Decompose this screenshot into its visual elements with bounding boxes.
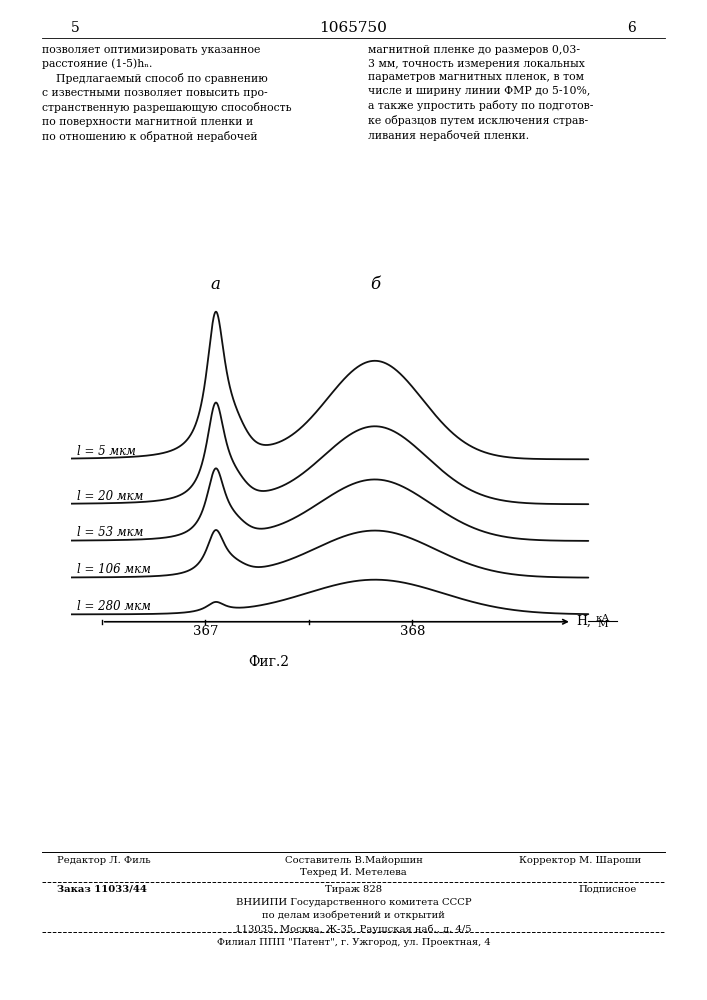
Text: а: а bbox=[211, 276, 221, 293]
Text: М: М bbox=[597, 620, 608, 629]
Text: Заказ 11033/44: Заказ 11033/44 bbox=[57, 885, 146, 894]
Text: 113035, Москва, Ж-35, Раушская наб., д. 4/5: 113035, Москва, Ж-35, Раушская наб., д. … bbox=[235, 924, 472, 934]
Text: Редактор Л. Филь: Редактор Л. Филь bbox=[57, 856, 150, 865]
Text: Составитель В.Майоршин: Составитель В.Майоршин bbox=[284, 856, 423, 865]
Text: l = 53 мкм: l = 53 мкм bbox=[77, 526, 144, 539]
Text: Корректор М. Шароши: Корректор М. Шароши bbox=[519, 856, 641, 865]
Text: l = 20 мкм: l = 20 мкм bbox=[77, 490, 144, 503]
Text: ВНИИПИ Государственного комитета СССР: ВНИИПИ Государственного комитета СССР bbox=[235, 898, 472, 907]
Text: Фиг.2: Фиг.2 bbox=[248, 655, 289, 669]
Text: Техред И. Метелева: Техред И. Метелева bbox=[300, 868, 407, 877]
Text: l = 106 мкм: l = 106 мкм bbox=[77, 563, 151, 576]
Text: по делам изобретений и открытий: по делам изобретений и открытий bbox=[262, 911, 445, 920]
Text: позволяет оптимизировать указанное
расстояние (1-5)hₙ.
    Предлагаемый способ п: позволяет оптимизировать указанное расст… bbox=[42, 45, 292, 142]
Text: Подписное: Подписное bbox=[579, 885, 637, 894]
Text: кА: кА bbox=[595, 614, 610, 623]
Text: б: б bbox=[370, 276, 380, 293]
Text: l = 5 мкм: l = 5 мкм bbox=[77, 445, 136, 458]
Text: 1065750: 1065750 bbox=[320, 21, 387, 35]
Text: Тираж 828: Тираж 828 bbox=[325, 885, 382, 894]
Text: 368: 368 bbox=[399, 625, 425, 638]
Text: H,: H, bbox=[576, 614, 591, 627]
Text: 5: 5 bbox=[71, 21, 79, 35]
Text: 367: 367 bbox=[192, 625, 218, 638]
Text: магнитной пленке до размеров 0,03-
3 мм, точность измерения локальных
параметров: магнитной пленке до размеров 0,03- 3 мм,… bbox=[368, 45, 593, 141]
Text: l = 280 мкм: l = 280 мкм bbox=[77, 600, 151, 613]
Text: 6: 6 bbox=[628, 21, 636, 35]
Text: Филиал ППП "Патент", г. Ужгород, ул. Проектная, 4: Филиал ППП "Патент", г. Ужгород, ул. Про… bbox=[216, 938, 491, 947]
